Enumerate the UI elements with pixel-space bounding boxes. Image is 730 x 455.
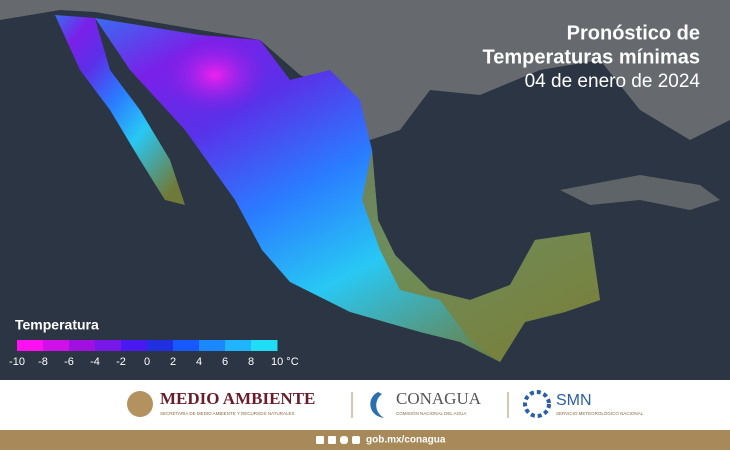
legend-swatch — [251, 340, 278, 351]
legend-tick-label: -2 — [116, 356, 126, 368]
smn-subtitle: SERVICIO METEOROLÓGICO NACIONAL — [556, 410, 644, 416]
warm-region — [362, 150, 600, 362]
semarnat-emblem — [127, 391, 153, 417]
legend-swatch — [225, 340, 252, 351]
legend-tick-label: -6 — [64, 356, 74, 368]
legend-swatch — [173, 340, 200, 351]
semarnat-subtitle: SECRETARÍA DE MEDIO AMBIENTE Y RECURSOS … — [160, 410, 294, 416]
semarnat-name: MEDIO AMBIENTE — [160, 389, 315, 408]
legend-tick-label: -8 — [38, 356, 48, 368]
legend-tick-label: 0 — [144, 356, 150, 368]
legend-tick-label: 6 — [222, 356, 228, 368]
title-line1: Pronóstico de — [567, 22, 700, 44]
youtube-icon[interactable] — [352, 436, 360, 444]
legend-swatch — [17, 340, 44, 351]
cuba-land — [560, 175, 720, 210]
legend-swatch — [121, 340, 148, 351]
legend-tick-label: -4 — [90, 356, 100, 368]
usa-land — [0, 0, 730, 140]
legend-title: Temperatura — [15, 317, 99, 333]
legend-tick-label: 2 — [170, 356, 176, 368]
legend-tick-label: 8 — [248, 356, 254, 368]
facebook-icon[interactable] — [316, 436, 324, 444]
cold-core — [160, 35, 270, 115]
footer-band — [0, 380, 730, 430]
date: 04 de enero de 2024 — [525, 71, 701, 92]
legend-swatch — [69, 340, 96, 351]
twitter-icon[interactable] — [328, 436, 336, 444]
social-icons — [316, 436, 360, 444]
footer-url[interactable]: gob.mx/conagua — [366, 435, 446, 446]
legend-swatch — [95, 340, 122, 351]
instagram-icon[interactable] — [340, 436, 348, 444]
legend-tick-label: 4 — [196, 356, 202, 368]
baja-california — [55, 15, 185, 205]
conagua-name: CONAGUA — [396, 389, 482, 408]
title-line2: Temperaturas mínimas — [483, 46, 701, 68]
legend-swatch — [43, 340, 70, 351]
legend-swatch — [147, 340, 174, 351]
legend-tick-label: -10 — [9, 356, 25, 368]
legend-swatch — [199, 340, 226, 351]
legend: -10 -8 -6 -4 -2 0 2 4 6 8 10 °C — [9, 340, 299, 368]
smn-name: SMN — [556, 392, 592, 409]
conagua-emblem — [370, 392, 384, 418]
footer-strip — [0, 430, 730, 450]
smn-emblem — [523, 390, 551, 418]
conagua-subtitle: COMISIÓN NACIONAL DEL AGUA — [396, 410, 466, 416]
legend-tick-label: 10 °C — [271, 356, 299, 368]
